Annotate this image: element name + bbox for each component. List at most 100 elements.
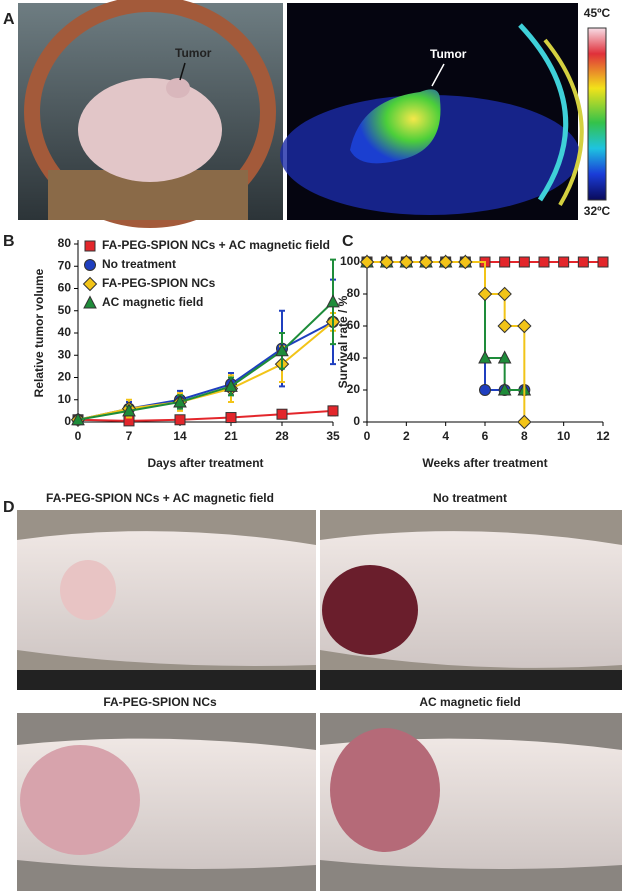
y-axis-label: Survival rate / %: [336, 295, 350, 388]
marker: [71, 412, 85, 426]
series-line: [77, 321, 334, 421]
y-axis-label: Relative tumor volume: [32, 268, 46, 397]
marker: [478, 350, 492, 364]
marker: [275, 343, 289, 357]
y-tick-label: 50: [58, 303, 72, 317]
marker: [327, 405, 339, 417]
marker: [497, 350, 512, 364]
colorbar-min: 32ºC: [584, 204, 611, 218]
thermal-coil: [518, 23, 569, 202]
marker: [359, 254, 375, 270]
x-tick-label: 0: [364, 429, 371, 443]
y-tick-label: 20: [347, 382, 361, 396]
y-tick-label: 70: [58, 258, 72, 272]
y-tick-label: 0: [353, 414, 360, 428]
marker: [225, 412, 237, 424]
marker: [479, 384, 491, 396]
marker: [173, 394, 187, 408]
marker: [438, 254, 453, 270]
panel-label: D: [3, 499, 15, 516]
legend-label: FA-PEG-SPION NCs: [102, 276, 216, 290]
tumor: [20, 745, 140, 855]
marker: [326, 294, 340, 308]
y-tick-label: 20: [58, 370, 72, 384]
marker: [458, 254, 473, 270]
marker: [517, 414, 532, 430]
y-tick-label: 40: [58, 325, 72, 339]
ruler: [320, 670, 622, 690]
panel-label: B: [3, 233, 15, 250]
x-tick-label: 4: [442, 429, 449, 443]
x-tick-label: 28: [275, 429, 289, 443]
photo-caption: FA-PEG-SPION NCs: [103, 695, 217, 709]
thermal-mouse: [350, 89, 441, 164]
x-tick-label: 21: [224, 429, 238, 443]
y-tick-label: 30: [58, 347, 72, 361]
annotation: Tumor: [175, 46, 212, 60]
legend-label: AC magnetic field: [102, 295, 203, 309]
marker: [477, 286, 493, 302]
x-tick-label: 2: [403, 429, 410, 443]
x-tick-label: 8: [521, 429, 528, 443]
series-line: [77, 320, 334, 421]
arrow: [179, 62, 186, 81]
legend-label: FA-PEG-SPION NCs + AC magnetic field: [102, 238, 330, 252]
y-tick-label: 10: [58, 392, 72, 406]
annotation: Tumor: [430, 47, 467, 61]
legend-label: No treatment: [102, 257, 176, 271]
photo-caption: AC magnetic field: [419, 695, 520, 709]
x-tick-label: 12: [596, 429, 610, 443]
series-line: [77, 301, 334, 421]
panel-a: A Tumor Tumor 45ºC 32ºC: [3, 0, 611, 228]
x-axis-label: Days after treatment: [147, 456, 263, 470]
marker: [497, 382, 512, 396]
colorbar-max: 45ºC: [584, 6, 611, 20]
marker: [497, 318, 512, 334]
marker: [276, 408, 288, 420]
marker: [517, 318, 532, 334]
ruler: [17, 670, 316, 690]
marker: [538, 256, 550, 268]
tumor: [322, 565, 418, 655]
x-tick-label: 6: [482, 429, 489, 443]
mouse: [78, 78, 222, 182]
panel-label: C: [342, 233, 354, 250]
legend-marker: [83, 295, 97, 309]
x-tick-label: 35: [326, 429, 340, 443]
x-tick-label: 0: [75, 429, 82, 443]
photo-caption: FA-PEG-SPION NCs + AC magnetic field: [46, 491, 274, 505]
x-axis-label: Weeks after treatment: [422, 456, 547, 470]
arrow: [431, 63, 445, 87]
marker: [174, 414, 186, 426]
tumor: [60, 560, 116, 620]
legend-marker: [82, 276, 98, 292]
colorbar: [587, 27, 607, 201]
y-tick-label: 80: [347, 286, 361, 300]
marker: [224, 378, 238, 392]
thermal-body: [280, 95, 580, 215]
x-tick-label: 14: [173, 429, 187, 443]
marker: [497, 286, 512, 302]
photo-caption: No treatment: [433, 491, 507, 505]
marker: [577, 256, 589, 268]
thermal-coil: [543, 38, 584, 207]
y-tick-label: 60: [347, 318, 361, 332]
tumor: [330, 728, 440, 852]
marker: [122, 403, 136, 417]
panel-d: D FA-PEG-SPION NCs + AC magnetic field N…: [3, 491, 622, 891]
x-tick-label: 7: [126, 429, 133, 443]
y-tick-label: 80: [58, 236, 72, 250]
legend-marker: [84, 259, 96, 271]
marker: [379, 254, 394, 270]
marker: [499, 256, 511, 268]
series-line: [367, 261, 526, 422]
y-tick-label: 40: [347, 350, 361, 364]
marker: [558, 256, 570, 268]
tumor: [166, 78, 190, 98]
x-tick-label: 10: [557, 429, 571, 443]
y-tick-label: 100: [340, 254, 360, 268]
marker: [418, 254, 434, 270]
marker: [597, 256, 609, 268]
